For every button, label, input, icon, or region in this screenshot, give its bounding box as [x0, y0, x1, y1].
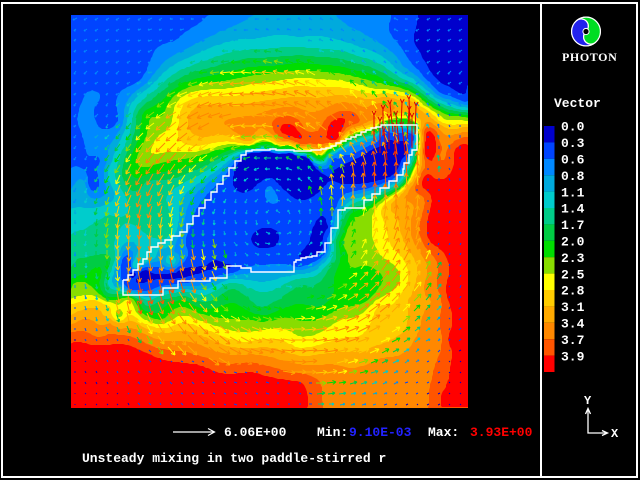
svg-text:2.5: 2.5 — [561, 267, 585, 282]
svg-text:X: X — [611, 427, 619, 440]
svg-text:0.8: 0.8 — [561, 169, 585, 184]
svg-text:3.1: 3.1 — [561, 300, 585, 315]
svg-text:1.1: 1.1 — [561, 185, 585, 200]
svg-text:2.3: 2.3 — [561, 251, 585, 266]
svg-text:3.7: 3.7 — [561, 333, 584, 348]
svg-text:1.7: 1.7 — [561, 218, 584, 233]
svg-text:3.9: 3.9 — [561, 349, 585, 364]
svg-text:0.3: 0.3 — [561, 136, 585, 151]
svg-text:2.8: 2.8 — [561, 284, 585, 299]
svg-text:Y: Y — [584, 394, 592, 408]
svg-text:0.0: 0.0 — [561, 120, 585, 135]
svg-text:0.6: 0.6 — [561, 153, 585, 168]
svg-text:1.4: 1.4 — [561, 202, 585, 217]
svg-text:2.0: 2.0 — [561, 235, 585, 250]
svg-text:3.4: 3.4 — [561, 317, 585, 332]
